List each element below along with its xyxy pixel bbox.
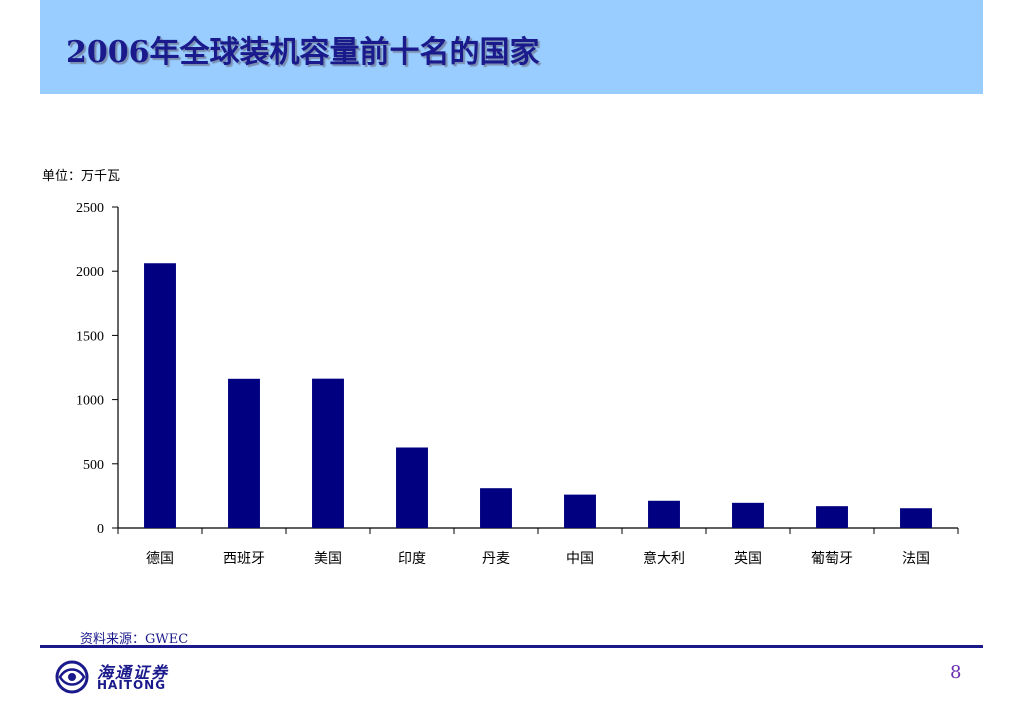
- x-tick-label: 意大利: [643, 550, 685, 567]
- bar: [816, 506, 848, 528]
- unit-label: 单位：万千瓦: [42, 169, 121, 184]
- y-tick-label: 1500: [76, 329, 104, 344]
- bar: [228, 378, 260, 528]
- bar: [900, 508, 932, 528]
- chart-bars: [144, 263, 932, 528]
- bar: [312, 378, 344, 528]
- logo-text-cn: 海通证券: [97, 663, 170, 682]
- x-tick-label: 德国: [146, 551, 174, 567]
- bar: [648, 500, 680, 528]
- source-value: GWEC: [145, 632, 189, 647]
- source-label: 资料来源：: [80, 632, 146, 647]
- y-tick-label: 2500: [76, 201, 104, 216]
- title-banner: [40, 0, 983, 94]
- bar: [564, 494, 596, 528]
- bar: [480, 488, 512, 528]
- x-tick-label: 中国: [566, 551, 594, 567]
- bar: [144, 263, 176, 528]
- y-tick-label: 2000: [76, 265, 104, 280]
- haitong-emblem-icon: [55, 660, 89, 694]
- y-tick-label: 500: [83, 458, 104, 473]
- x-tick-label: 西班牙: [223, 551, 265, 567]
- bar: [732, 502, 764, 528]
- y-tick-label: 0: [97, 522, 104, 537]
- logo-text-en: HAITONG: [97, 678, 167, 692]
- page-title: 2006年全球装机容量前十名的国家: [66, 35, 540, 70]
- chart-axes: 0 500 1000 1500 2000 2500: [76, 201, 959, 537]
- x-tick-label: 印度: [398, 551, 426, 567]
- x-tick-label: 法国: [902, 551, 930, 567]
- bar: [396, 447, 428, 528]
- haitong-logo: 海通证券 HAITONG: [52, 657, 192, 697]
- footer-rule: [40, 645, 983, 648]
- page-number: 8: [950, 662, 962, 683]
- source-note: 资料来源：GWEC: [80, 628, 188, 647]
- x-tick-label: 丹麦: [482, 551, 510, 567]
- chart-labels: 德国 西班牙 美国 印度 丹麦 中国 意大利 英国 葡萄牙 法国: [146, 550, 930, 567]
- x-tick-label: 美国: [314, 551, 342, 567]
- y-tick-label: 1000: [76, 394, 104, 409]
- x-tick-label: 葡萄牙: [811, 551, 853, 567]
- x-tick-label: 英国: [734, 550, 762, 567]
